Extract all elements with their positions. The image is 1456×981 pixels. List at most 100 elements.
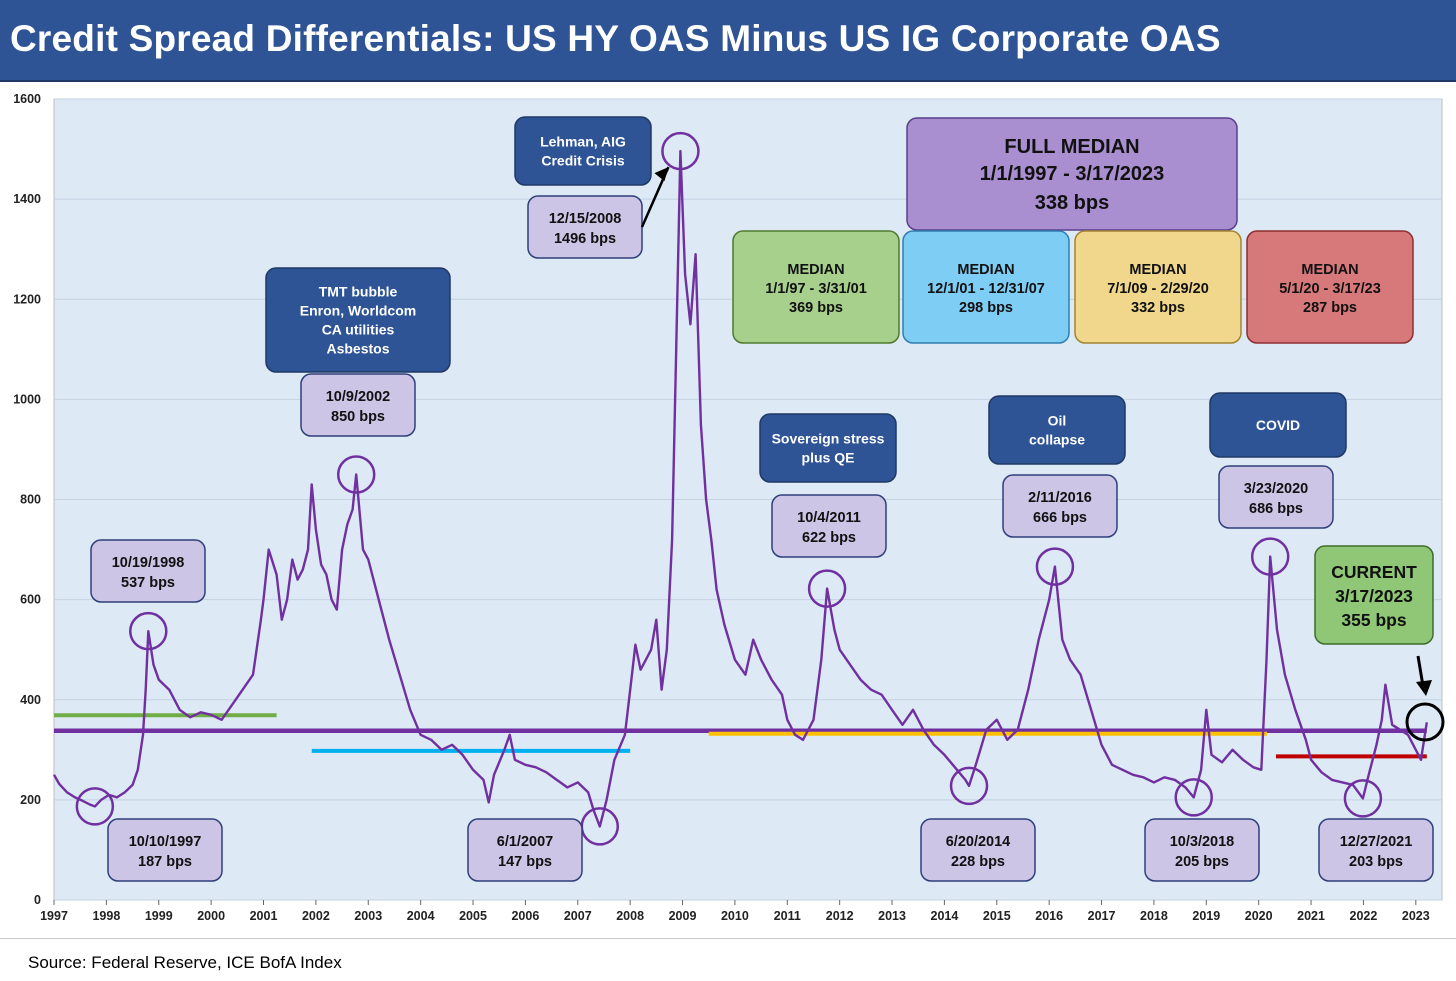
current-box xyxy=(1314,545,1434,645)
annotation-circle xyxy=(129,611,168,651)
annotation-circle xyxy=(1343,779,1383,818)
annotation-circle xyxy=(1250,537,1290,576)
annotation-box xyxy=(1318,818,1434,882)
period-median-label: MEDIAN xyxy=(787,262,844,278)
y-tick-label: 200 xyxy=(20,793,41,807)
chart-area: 0 200 400 600 800 1000 1200 1400 1600 1997 1998 199… xyxy=(0,82,1456,938)
annotation-value: 205 bps xyxy=(1175,854,1229,870)
full-median-value: 338 bps xyxy=(1035,192,1109,214)
y-tick-label: 0 xyxy=(34,893,41,907)
event-label-line: Asbestos xyxy=(326,340,389,356)
annotation-box xyxy=(1144,818,1260,882)
annotation-circle xyxy=(807,569,847,608)
event-label-line: TMT bubble xyxy=(319,283,398,299)
x-tick-label: 2022 xyxy=(1350,909,1378,923)
x-tick-label: 2013 xyxy=(878,909,906,923)
event-label-line: Enron, Worldcom xyxy=(300,302,416,318)
x-tick-label: 2015 xyxy=(983,909,1011,923)
x-tick-label: 2001 xyxy=(250,909,278,923)
annotation-value: 203 bps xyxy=(1349,854,1403,870)
x-tick-label: 2021 xyxy=(1297,909,1325,923)
annotation-value: 686 bps xyxy=(1249,501,1303,517)
annotation-date: 6/20/2014 xyxy=(946,834,1011,850)
current-circle xyxy=(1405,702,1445,742)
period-median-label: MEDIAN xyxy=(1129,262,1186,278)
x-tick-label: 2009 xyxy=(669,909,697,923)
event-label-line: Sovereign stress xyxy=(772,430,885,446)
annotation-value: 850 bps xyxy=(331,409,385,425)
annotation-value: 187 bps xyxy=(138,854,192,870)
annotation-date: 10/19/1998 xyxy=(112,555,185,571)
annotation-date: 3/23/2020 xyxy=(1244,481,1309,497)
period-median-box xyxy=(1074,230,1242,344)
annotation-circle xyxy=(949,766,989,806)
event-box xyxy=(1209,392,1347,458)
footer: Source: Federal Reserve, ICE BofA Index xyxy=(0,938,1456,981)
period-median-period: 1/1/97 - 3/31/01 xyxy=(765,281,867,297)
period-median-label: MEDIAN xyxy=(957,262,1014,278)
spread-series-line xyxy=(52,149,1428,828)
y-tick-label: 1400 xyxy=(13,192,41,206)
source-note: Source: Federal Reserve, ICE BofA Index xyxy=(28,953,342,972)
annotation-date: 10/3/2018 xyxy=(1170,834,1235,850)
x-tick-label: 1999 xyxy=(145,909,173,923)
x-tick-label: 2016 xyxy=(1035,909,1063,923)
x-tick-label: 1998 xyxy=(92,909,120,923)
current-arrow-head xyxy=(1416,680,1432,696)
x-tick-label: 2006 xyxy=(511,909,539,923)
annotation-circle xyxy=(661,131,700,171)
annotation-box xyxy=(1218,465,1334,529)
annotation-date: 12/27/2021 xyxy=(1340,834,1413,850)
x-tick-label: 2010 xyxy=(721,909,749,923)
annotation-box xyxy=(107,818,223,882)
period-median-period: 5/1/20 - 3/17/23 xyxy=(1279,281,1381,297)
annotation-date: 10/4/2011 xyxy=(797,510,861,526)
annotation-circle xyxy=(1174,778,1213,817)
annotation-circle xyxy=(336,455,376,494)
x-tick-label: 1997 xyxy=(40,909,68,923)
full-median-label: FULL MEDIAN xyxy=(1004,136,1139,158)
period-median-label: MEDIAN xyxy=(1301,262,1358,278)
x-tick-label: 2004 xyxy=(407,909,435,923)
annotation-date: 10/9/2002 xyxy=(326,389,391,405)
event-label-line: Credit Crisis xyxy=(541,152,624,168)
annotation-date: 10/10/1997 xyxy=(129,834,202,850)
annotation-value: 228 bps xyxy=(951,854,1005,870)
period-median-box xyxy=(732,230,900,344)
x-tick-label: 2018 xyxy=(1140,909,1168,923)
annotation-value: 147 bps xyxy=(498,854,552,870)
x-tick-label: 2000 xyxy=(197,909,225,923)
x-tick-label: 2008 xyxy=(616,909,644,923)
x-tick-label: 2003 xyxy=(354,909,382,923)
annotation-box xyxy=(300,373,416,437)
current-date: 3/17/2023 xyxy=(1335,586,1413,606)
current-arrow xyxy=(1416,655,1425,687)
y-tick-label: 800 xyxy=(20,493,41,507)
x-tick-label: 2012 xyxy=(826,909,854,923)
annotation-circle xyxy=(1035,547,1075,586)
event-box xyxy=(265,267,451,373)
annotation-value: 622 bps xyxy=(802,530,856,546)
annotation-box xyxy=(467,818,583,882)
event-label-line: Oil xyxy=(1048,412,1067,428)
annotation-date: 2/11/2016 xyxy=(1028,490,1092,506)
current-label: CURRENT xyxy=(1331,562,1417,582)
annotation-box xyxy=(771,494,887,558)
y-tick-label: 1000 xyxy=(13,392,41,406)
event-label-line: COVID xyxy=(1256,417,1300,433)
annotation-box xyxy=(920,818,1036,882)
current-value: 355 bps xyxy=(1341,610,1406,630)
annotation-box xyxy=(1002,474,1118,538)
annotation-circle xyxy=(75,787,115,826)
x-tick-label: 2019 xyxy=(1192,909,1220,923)
y-tick-label: 600 xyxy=(20,593,41,607)
period-median-value: 369 bps xyxy=(789,300,843,316)
full-median-box xyxy=(906,117,1238,231)
header: Credit Spread Differentials: US HY OAS M… xyxy=(0,0,1456,82)
x-tick-label: 2023 xyxy=(1402,909,1430,923)
period-median-value: 332 bps xyxy=(1131,300,1185,316)
period-median-box xyxy=(1246,230,1414,344)
x-tick-label: 2007 xyxy=(564,909,592,923)
page-title: Credit Spread Differentials: US HY OAS M… xyxy=(10,18,1221,59)
annotation-value: 537 bps xyxy=(121,575,175,591)
